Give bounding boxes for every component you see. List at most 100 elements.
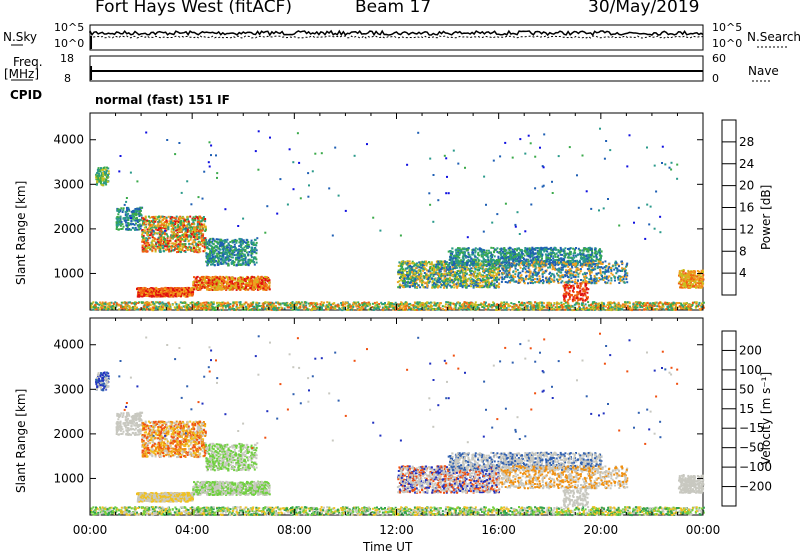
power-cell [488,304,490,306]
power-cell [662,308,664,310]
power-cell [200,232,202,234]
power-cell [230,283,232,285]
power-cell [153,303,155,305]
power-cell [560,302,562,304]
power-cell [181,289,183,291]
power-cell [556,306,558,308]
power-cell [296,301,298,303]
power-cell [197,224,199,226]
power-cell [96,184,98,186]
power-cell [237,255,239,257]
power-cell [480,304,482,306]
power-cell [101,307,103,309]
power-cell [178,243,180,245]
power-cell [251,250,253,252]
power-cell [256,262,258,264]
power-cell [141,236,143,238]
power-cell [485,309,487,311]
power-cell [204,218,206,220]
power-cell [290,304,292,306]
power-cell [177,245,179,247]
power-cell [176,251,178,253]
power-cell [221,284,223,286]
power-cell [550,308,552,310]
power-cell [645,305,647,307]
power-cell [228,285,230,287]
power-cell [614,303,616,305]
power-cell [217,264,219,266]
power-cell [143,290,145,292]
power-cell [184,288,186,290]
power-cell [231,262,233,264]
power-cell [203,308,205,310]
power-cell [210,261,212,263]
power-cell [167,237,169,239]
power-cell [171,228,173,230]
power-cell [632,303,634,305]
power-cell [257,279,259,281]
power-cell [107,181,109,183]
power-cell [251,247,253,249]
power-cell [229,248,231,250]
power-cell [245,284,247,286]
power-cell [125,211,127,213]
power-cell [548,302,550,304]
power-cell [581,304,583,306]
power-cell [245,287,247,289]
power-cell [603,305,605,307]
power-cell [226,253,228,255]
power-cell [183,236,185,238]
power-cell [250,254,252,256]
power-cell [601,302,603,304]
power-cell [278,307,280,309]
power-cell [176,303,178,305]
power-cell [229,281,231,283]
power-cell [196,276,198,278]
power-cell [236,264,238,266]
power-cell [120,305,122,307]
power-cell [247,289,249,291]
power-cell [199,242,201,244]
power-cell [174,306,176,308]
power-cell [213,261,215,263]
power-cell [137,220,139,222]
power-cell [459,304,461,306]
power-cell [351,309,353,311]
power-cell [209,308,211,310]
power-cell [151,243,153,245]
freq-panel-frame [90,56,703,81]
power-cell [138,208,140,210]
power-cell [105,179,107,181]
power-cell [135,210,137,212]
power-cell [146,295,148,297]
power-cell [220,305,222,307]
power-cell [475,301,477,303]
power-cell [207,282,209,284]
power-cell [471,303,473,305]
power-cell [143,306,145,308]
power-cell [157,294,159,296]
power-cell [234,286,236,288]
power-cell [171,247,173,249]
power-cell [591,308,593,310]
power-cell [187,247,189,249]
power-cell [247,305,249,307]
power-cell [160,251,162,253]
power-cell [192,281,194,283]
power-cell [199,248,201,250]
power-cell [216,255,218,257]
power-cell [525,307,527,309]
power-cell [258,302,260,304]
power-cell [209,304,211,306]
nsky-line [90,31,703,35]
power-cell [220,303,222,305]
power-cell [201,224,203,226]
power-cell [195,306,197,308]
power-cell [144,227,146,229]
power-cell [238,238,240,240]
power-cell [496,307,498,309]
power-cell [159,242,161,244]
power-cell [172,226,174,228]
power-cell [487,308,489,310]
power-cell [203,284,205,286]
